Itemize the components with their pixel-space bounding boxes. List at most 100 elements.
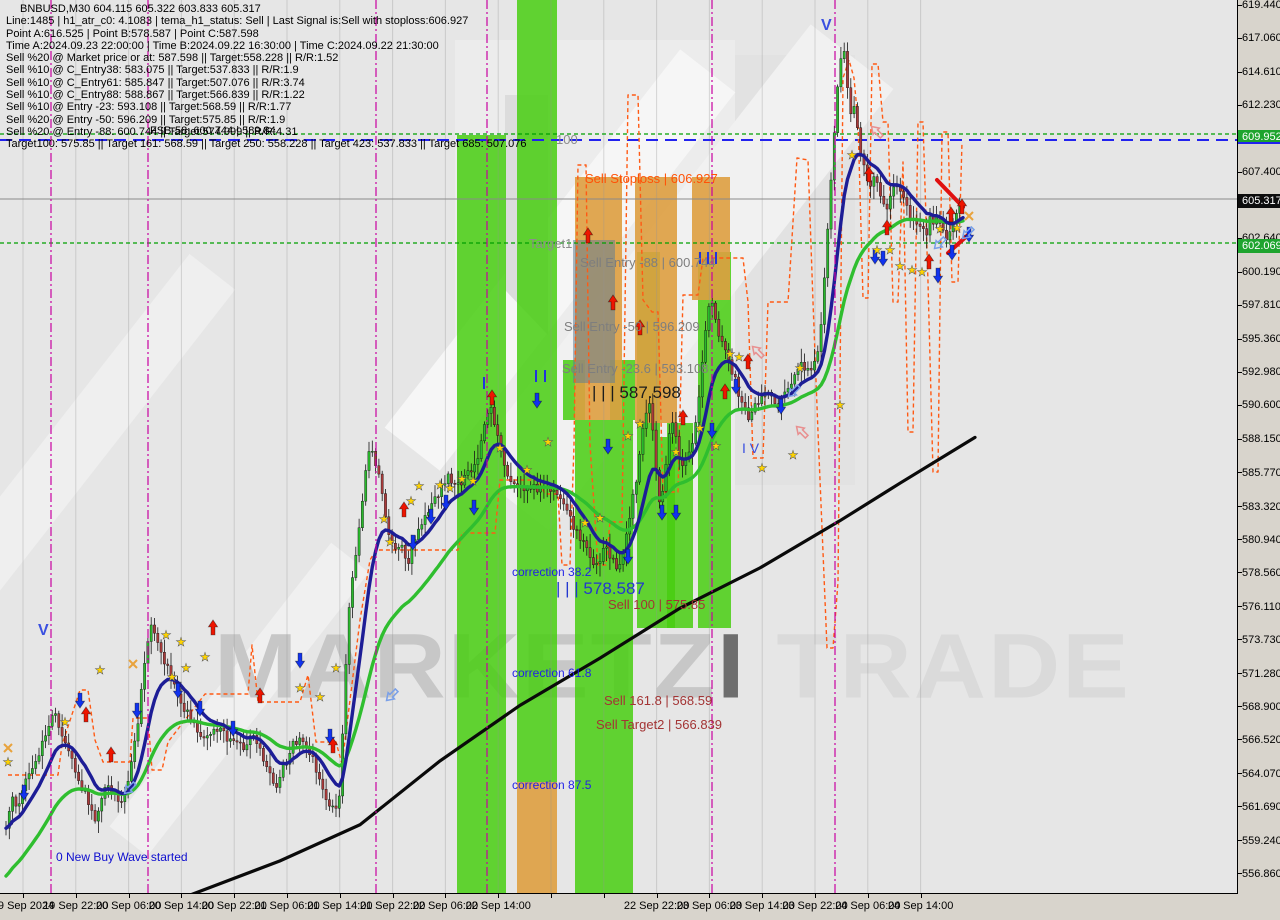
- candle-body: [436, 496, 440, 498]
- candle-body: [87, 790, 90, 805]
- buy-arrow-icon: [775, 398, 787, 415]
- star-icon: ★: [200, 650, 211, 664]
- candle-body: [555, 489, 559, 495]
- candle-body: [856, 106, 859, 128]
- candle-body: [11, 796, 14, 812]
- candle-body: [875, 176, 879, 183]
- price-axis[interactable]: 619.440617.060614.610612.230607.400605.0…: [1238, 0, 1280, 913]
- buy-arrow-icon: [869, 248, 881, 265]
- candle-body: [182, 702, 186, 712]
- candle-body: [641, 428, 645, 455]
- candle-body: [654, 429, 658, 471]
- candle-body: [473, 464, 476, 473]
- candle-body: [403, 544, 407, 559]
- candle-body: [364, 470, 368, 502]
- star-icon: ★: [757, 461, 768, 475]
- candle-body: [836, 86, 839, 133]
- hollow-down-arrow-icon: [870, 125, 885, 140]
- price-axis-label: 559.240: [1242, 834, 1280, 847]
- time-axis-tick: [867, 894, 869, 898]
- time-axis-label: 21 Sep 22:00: [359, 900, 426, 912]
- sell-arrow-icon: [956, 198, 968, 215]
- candle-body: [163, 652, 166, 665]
- hollow-down-arrow-icon: [795, 425, 810, 440]
- price-plot[interactable]: ★★★★ ★★★★★★★★★★★ ★ ★★ ★★★★★ ★★★★★★★★★★★★★★ ★★ ★…: [0, 0, 1237, 893]
- candle-body: [730, 359, 734, 375]
- candle-body: [120, 801, 123, 803]
- buy-arrow-icon: [531, 392, 543, 409]
- candle-body: [720, 335, 724, 342]
- chart-canvas[interactable]: MARKETZI TRADE ★★★★★★★★★★★★★★★★★★★★★★★★★…: [0, 0, 1238, 894]
- candle-body: [879, 182, 882, 197]
- candle-body: [229, 738, 232, 742]
- buy-arrow-icon: [706, 422, 718, 439]
- price-axis-tick: [1238, 304, 1242, 306]
- candle-body: [707, 306, 711, 331]
- star-icon: ★: [635, 417, 646, 431]
- buy-arrow-icon: [74, 692, 86, 709]
- price-axis-tick: [1238, 4, 1242, 6]
- candle-body: [760, 396, 764, 404]
- price-axis-label: 566.520: [1242, 733, 1280, 746]
- price-axis-tick: [1238, 37, 1242, 39]
- candle-body: [750, 411, 754, 421]
- star-icon: ★: [414, 479, 425, 493]
- candle-body: [232, 738, 236, 741]
- candle-body: [658, 469, 661, 503]
- time-axis-label: 24 Sep 06:00: [835, 900, 901, 912]
- price-axis-tick: [1238, 606, 1242, 608]
- star-icon: ★: [725, 347, 736, 361]
- candle-body: [397, 547, 401, 550]
- star-icon: ★: [885, 243, 896, 257]
- candle-body: [757, 403, 760, 405]
- buy-arrow-icon: [531, 392, 543, 409]
- hollow-up-arrow-icon: [961, 225, 976, 240]
- info-line: BNBUSD,M30 604.115 605.322 603.833 605.3…: [20, 3, 261, 15]
- trailing-stop-line: [8, 59, 963, 776]
- candle-body: [271, 772, 275, 784]
- hollow-up-arrow-icon: [123, 780, 138, 795]
- buy-arrow-icon: [194, 700, 206, 717]
- star-icon: ★: [435, 478, 446, 492]
- candle-body: [819, 324, 823, 352]
- star-icon: ★: [60, 715, 71, 729]
- candle-body: [829, 179, 833, 230]
- candle-body: [568, 510, 572, 517]
- candle-body: [803, 362, 806, 371]
- price-axis-tick: [1238, 806, 1242, 808]
- entry-zone-box: [573, 240, 615, 383]
- price-axis-label: 592.980: [1242, 366, 1280, 379]
- candle-body: [347, 607, 351, 665]
- price-axis-tick: [1238, 840, 1242, 842]
- star-icon: ★: [623, 429, 634, 443]
- time-axis-tick: [392, 894, 394, 898]
- star-icon: ★: [711, 439, 722, 453]
- buy-arrow-icon: [18, 784, 30, 801]
- time-axis-label: 23 Sep 22:00: [782, 900, 848, 912]
- buy-arrow-icon: [670, 504, 682, 521]
- time-axis-label: 20 Sep 22:00: [201, 900, 267, 912]
- sell-arrow-icon: [677, 409, 689, 426]
- price-axis-label: 612.230: [1242, 99, 1280, 112]
- hollow-up-arrow-icon: [933, 235, 948, 250]
- star-icon: ★: [495, 441, 506, 455]
- candle-body: [400, 544, 404, 548]
- candle-body: [387, 516, 391, 535]
- candle-body: [456, 482, 460, 485]
- candle-body: [651, 403, 655, 431]
- sell-arrow-icon: [486, 389, 498, 406]
- candle-body: [225, 730, 229, 742]
- price-axis-label: 595.360: [1242, 333, 1280, 346]
- candle-body: [377, 465, 381, 475]
- candle-body: [258, 743, 262, 749]
- candle-body: [905, 197, 909, 206]
- info-line: Sell %20 @ Market price or at: 587.598 |…: [6, 52, 339, 65]
- candle-body: [928, 216, 932, 236]
- candle-body: [433, 496, 437, 504]
- time-axis-tick: [445, 894, 447, 898]
- candle-body: [324, 789, 328, 800]
- candle-body: [450, 473, 453, 484]
- candle-body: [694, 422, 698, 444]
- candle-body: [882, 195, 886, 205]
